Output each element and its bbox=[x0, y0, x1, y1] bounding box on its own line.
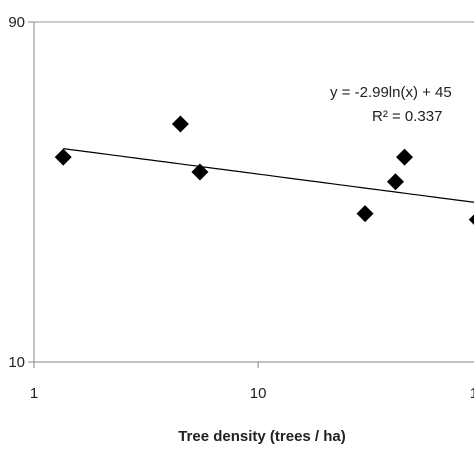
trendline-equation: y = -2.99ln(x) + 45 bbox=[330, 84, 452, 101]
y-tick-label: 90 bbox=[8, 14, 25, 31]
x-tick-label: 1 bbox=[30, 385, 38, 402]
data-point bbox=[54, 148, 72, 166]
trendline bbox=[63, 148, 474, 203]
data-point bbox=[191, 163, 209, 181]
plot-frame bbox=[33, 21, 474, 363]
data-point bbox=[171, 115, 189, 133]
tick-labels: 1101009010 bbox=[8, 14, 474, 402]
data-points bbox=[54, 115, 474, 225]
x-tick-label: 10 bbox=[250, 385, 267, 402]
data-point bbox=[468, 214, 474, 225]
y-tick-label: 10 bbox=[8, 354, 25, 371]
data-point bbox=[396, 148, 414, 166]
axes bbox=[28, 21, 474, 368]
r-squared-label: R² = 0.337 bbox=[372, 108, 442, 125]
data-point bbox=[386, 173, 404, 191]
x-tick-label: 100 bbox=[470, 385, 474, 402]
x-axis-label: Tree density (trees / ha) bbox=[178, 428, 346, 445]
data-point bbox=[356, 205, 374, 223]
